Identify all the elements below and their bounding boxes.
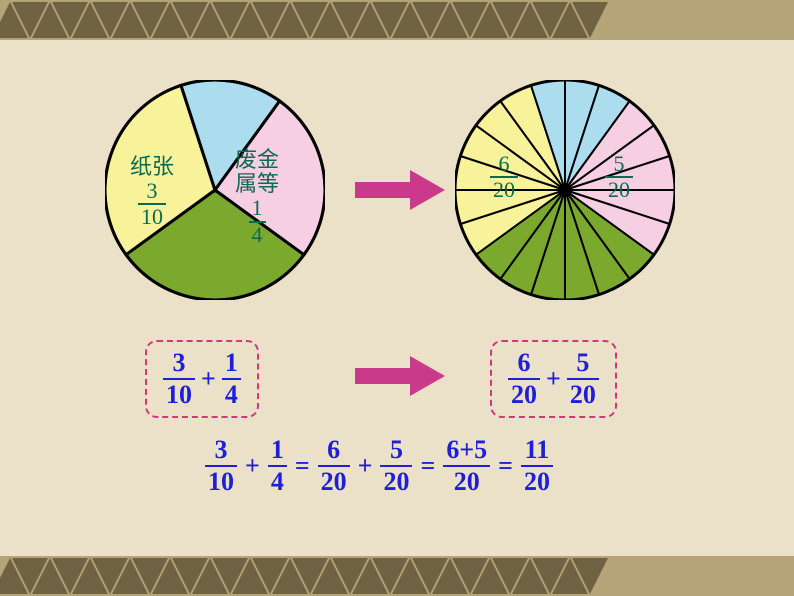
expr-box-left: 3 10 + 1 4 bbox=[145, 340, 259, 418]
border-bottom bbox=[0, 556, 794, 596]
expr-left-frac2: 1 4 bbox=[222, 348, 241, 410]
arrow-top bbox=[355, 170, 445, 210]
expr-right-frac2: 5 20 bbox=[567, 348, 599, 410]
expr-left-op: + bbox=[201, 364, 216, 394]
expr-left-frac1: 3 10 bbox=[163, 348, 195, 410]
content-area: 纸张 3 10 废金 属等 1 4 6 20 5 20 bbox=[0, 40, 794, 556]
pie-right-left-frac: 6 20 bbox=[490, 152, 518, 202]
metal-text-line2: 属等 bbox=[235, 171, 279, 196]
expr-right-frac1: 6 20 bbox=[508, 348, 540, 410]
arrow-bottom bbox=[355, 356, 445, 396]
pie-chart-right bbox=[455, 80, 675, 300]
border-top bbox=[0, 0, 794, 40]
expr-right-op: + bbox=[546, 364, 561, 394]
pie-left-paper-label: 纸张 3 10 bbox=[130, 155, 174, 230]
expr-box-right: 6 20 + 5 20 bbox=[490, 340, 617, 418]
metal-text-line1: 废金 bbox=[235, 147, 279, 172]
paper-text: 纸张 bbox=[130, 154, 174, 179]
equation-final: 310+14=620+520=6+520=1120 bbox=[205, 435, 553, 497]
metal-fraction: 1 4 bbox=[249, 196, 266, 246]
paper-fraction: 3 10 bbox=[138, 179, 166, 229]
pie-right-right-frac: 5 20 bbox=[605, 152, 633, 202]
pie-left-metal-label: 废金 属等 1 4 bbox=[235, 148, 279, 247]
